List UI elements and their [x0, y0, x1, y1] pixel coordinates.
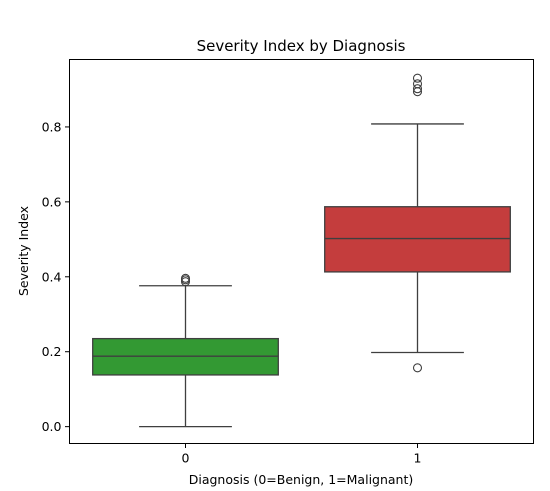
y-tick-label-3: 0.6	[42, 194, 62, 209]
iqr-box-category-1	[325, 207, 511, 272]
box-group-category-1	[325, 74, 511, 372]
y-tick-label-0: 0.0	[42, 419, 62, 434]
x-axis-label: Diagnosis (0=Benign, 1=Malignant)	[189, 472, 414, 487]
outlier-point-category-1-0	[414, 364, 422, 372]
x-tick-label-category-1: 1	[414, 451, 422, 466]
y-tick-label-2: 0.4	[42, 269, 62, 284]
x-tick-label-category-0: 0	[182, 451, 190, 466]
box-group-category-0	[93, 274, 279, 426]
y-axis-label: Severity Index	[16, 206, 31, 296]
y-tick-label-4: 0.8	[42, 119, 62, 134]
outlier-point-category-1-4	[414, 74, 422, 82]
y-tick-label-1: 0.2	[42, 344, 62, 359]
chart-title: Severity Index by Diagnosis	[197, 37, 406, 55]
